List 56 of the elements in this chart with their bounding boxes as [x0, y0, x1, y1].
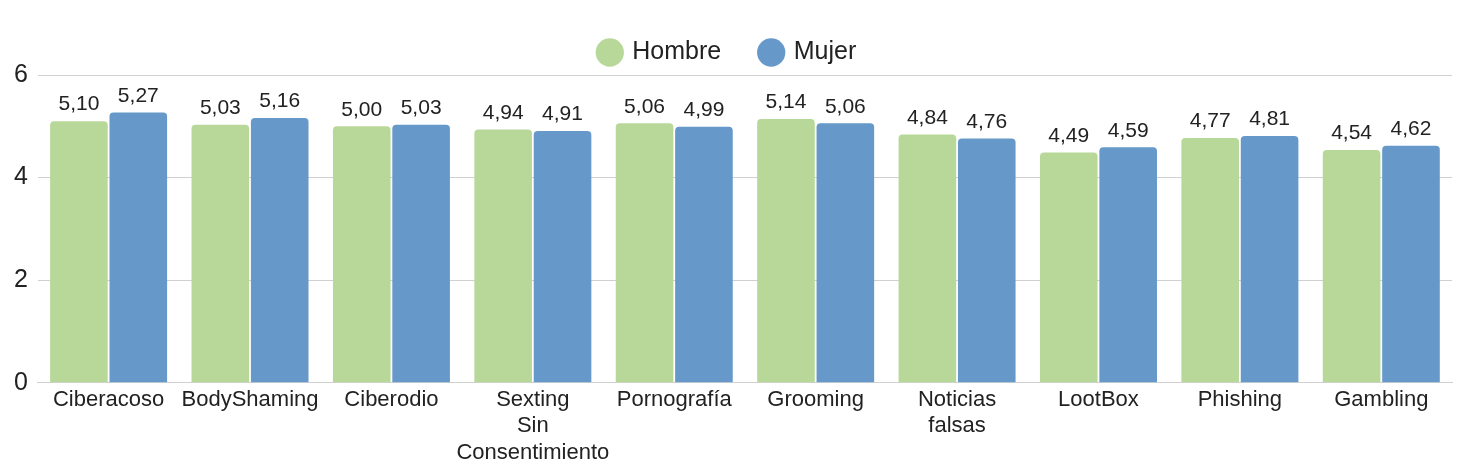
data-label: 4,62 [1390, 116, 1432, 140]
x-tick-label: BodyShaming [181, 386, 319, 412]
bar [191, 124, 250, 383]
x-tick-label: Grooming [767, 386, 864, 412]
bar [615, 123, 674, 383]
x-tick-label: Gambling [1334, 386, 1429, 412]
legend-label: Hombre [632, 36, 722, 65]
data-label: 5,27 [117, 82, 159, 106]
data-label: 5,10 [58, 91, 100, 115]
bar [474, 129, 532, 383]
data-label: 5,16 [259, 88, 301, 112]
data-label: 5,14 [765, 89, 807, 113]
data-label: 4,94 [482, 99, 524, 123]
bar [1240, 136, 1299, 383]
bar [898, 134, 957, 383]
bar [1382, 145, 1440, 383]
data-label: 4,54 [1331, 120, 1373, 144]
bar [109, 112, 168, 383]
data-label: 4,81 [1249, 106, 1291, 130]
bar [392, 124, 450, 383]
data-label: 5,03 [199, 95, 241, 119]
bar [1322, 149, 1381, 383]
bar [1099, 147, 1157, 383]
data-label: 4,77 [1189, 108, 1231, 132]
y-tick-label: 0 [14, 366, 28, 395]
bar [675, 126, 733, 383]
bar [533, 130, 592, 383]
x-tick-label: Noticias falsas [917, 386, 997, 438]
data-label: 5,00 [341, 96, 383, 120]
y-tick-label: 6 [14, 58, 28, 87]
data-label: 5,03 [400, 95, 442, 119]
bar [816, 123, 875, 383]
data-label: 4,91 [542, 101, 583, 125]
data-label: 5,06 [624, 93, 665, 117]
x-tick-label: Phishing [1197, 386, 1283, 412]
data-label: 5,06 [824, 93, 866, 117]
data-label: 4,84 [906, 104, 949, 128]
bar [50, 121, 108, 383]
data-label: 4,99 [683, 97, 725, 121]
y-tick-label: 4 [14, 161, 28, 190]
data-label: 4,59 [1107, 117, 1149, 141]
bar [332, 126, 391, 383]
x-tick-label: Sexting Sin Consentimiento [456, 386, 610, 464]
x-tick-label: LootBox [1058, 386, 1139, 412]
bar [957, 138, 1016, 383]
x-tick-label: Ciberodio [344, 386, 439, 412]
data-label: 4,49 [1048, 122, 1090, 146]
y-tick-label: 2 [14, 264, 28, 293]
x-tick-label: Pornografía [616, 386, 733, 412]
bar [1181, 138, 1239, 383]
x-tick-label: Ciberacoso [52, 386, 165, 412]
data-label: 4,76 [966, 108, 1008, 132]
bar [250, 118, 309, 383]
bar [757, 119, 815, 383]
bar [1039, 152, 1098, 383]
legend-label: Mujer [793, 36, 857, 65]
